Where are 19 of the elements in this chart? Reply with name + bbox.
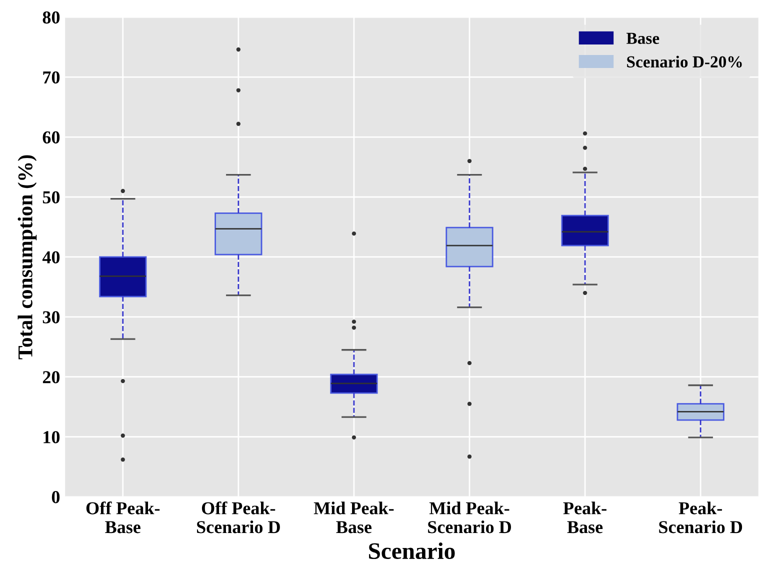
- x-axis-title: Scenario: [369, 542, 455, 560]
- legend-label: Scenario D-20%: [627, 56, 742, 68]
- y-tick-label: 50: [42, 191, 60, 204]
- y-tick-label: 40: [42, 251, 60, 264]
- legend-label: Base: [626, 32, 660, 44]
- y-tick-label: 0: [52, 491, 60, 504]
- x-tick-label: Peak- Base: [563, 502, 606, 534]
- y-axis-title: Total consumption (%): [18, 155, 37, 360]
- x-tick-label: Mid Peak- Base: [314, 502, 394, 534]
- y-tick-label: 70: [43, 71, 60, 84]
- y-tick-label: 20: [42, 371, 60, 384]
- y-tick-label: 10: [44, 431, 60, 444]
- x-tick-label: Off Peak- Base: [86, 501, 160, 534]
- x-tick-label: Peak- Scenario D: [659, 502, 742, 534]
- x-tick-label: Off Peak- Scenario D: [197, 501, 280, 534]
- y-tick-label: 30: [42, 311, 60, 324]
- y-tick-label: 60: [42, 131, 60, 144]
- x-tick-label: Mid Peak- Scenario D: [428, 502, 511, 534]
- y-tick-label: 80: [42, 11, 60, 24]
